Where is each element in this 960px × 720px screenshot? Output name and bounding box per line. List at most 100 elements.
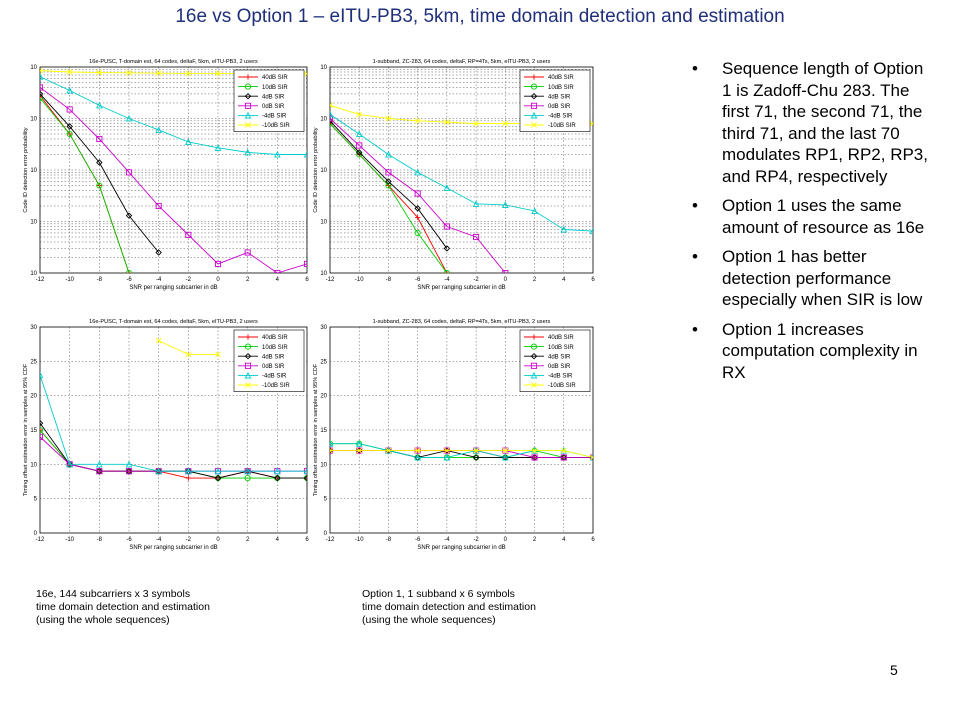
legend-entry: 4dB SIR <box>262 354 285 360</box>
marker-circle <box>244 343 252 350</box>
x-tick-label: -12 <box>326 277 335 283</box>
chart-panel: -12 -10 -8 -6 -4 -2 0 2 4 6 10 10 10 10 10 16e-PUSC, T-… <box>23 59 309 291</box>
marker-triangle <box>96 460 103 468</box>
x-tick-label: -4 <box>444 277 450 283</box>
marker-square <box>96 135 103 143</box>
marker-diamond <box>330 447 334 454</box>
marker-x <box>40 67 43 74</box>
legend-entry: 0dB SIR <box>548 364 571 370</box>
x-tick-label: 4 <box>562 277 566 283</box>
y-tick-label: 20 <box>30 394 37 400</box>
marker-plus <box>245 74 251 80</box>
marker-square <box>443 223 450 230</box>
marker-x <box>245 382 251 388</box>
marker-x <box>473 120 480 127</box>
bullet-text: Option 1 has better detection performanc… <box>722 247 923 309</box>
marker-triangle <box>66 460 73 468</box>
x-tick-label: -10 <box>355 537 364 543</box>
marker-square <box>530 362 538 369</box>
x-tick-label: 2 <box>246 277 250 283</box>
marker-x <box>502 120 509 127</box>
y-tick-label: 10 <box>320 65 327 71</box>
marker-x <box>155 70 162 77</box>
bullet-item: • Sequence length of Option 1 is Zadoff-C… <box>672 58 932 187</box>
marker-x <box>215 351 221 358</box>
bullet-dot-icon: • <box>692 59 698 78</box>
x-tick-label: -12 <box>326 537 335 543</box>
axes-frame <box>329 326 594 534</box>
marker-square <box>244 362 252 369</box>
y-tick-label: 10 <box>30 168 37 174</box>
x-tick-label: -4 <box>156 277 162 283</box>
marker-diamond <box>244 92 252 100</box>
legend-entry: 0dB SIR <box>262 104 285 110</box>
marker-plus <box>185 475 191 481</box>
y-tick-label: 15 <box>30 428 37 434</box>
series-line <box>330 120 448 249</box>
x-tick-label: -2 <box>186 277 192 283</box>
x-tick-label: -2 <box>473 537 479 543</box>
x-axis-label: SNR per ranging subcarrier in dB <box>417 545 505 551</box>
legend-box <box>519 69 591 132</box>
y-tick-label: 10 <box>320 117 327 123</box>
marker-diamond <box>472 454 480 461</box>
marker-x <box>330 102 333 109</box>
y-axis-label: Code ID detection error probability <box>23 127 29 212</box>
chart-title: 16e-PUSC, T-domain est, 64 codes, deltaF… <box>89 59 258 65</box>
marker-diamond <box>274 474 281 482</box>
marker-diamond <box>530 352 538 360</box>
x-tick-label: -4 <box>156 537 162 543</box>
marker-x <box>473 447 480 454</box>
marker-x <box>215 70 221 77</box>
series-line <box>330 118 506 273</box>
slide-title: 16e vs Option 1 – eITU-PB3, 5km, time do… <box>175 6 785 27</box>
chart-title: 1-subband, ZC-283, 64 codes, deltaF, RP=… <box>373 319 551 325</box>
x-tick-label: -6 <box>126 537 132 543</box>
caption-line: Option 1, 1 subband x 6 symbols <box>362 588 515 600</box>
marker-diamond <box>303 474 307 482</box>
legend-entry: -4dB SIR <box>262 374 287 380</box>
marker-triangle <box>385 150 392 158</box>
marker-triangle <box>530 111 538 119</box>
caption-line: time domain detection and estimation <box>362 601 536 613</box>
x-tick-label: -6 <box>415 277 421 283</box>
series-group <box>330 102 593 273</box>
marker-diamond <box>385 178 392 185</box>
x-tick-label: -6 <box>415 537 421 543</box>
marker-triangle <box>443 453 451 461</box>
marker-square <box>66 106 73 113</box>
series-line <box>40 97 130 273</box>
legend-entry: 4dB SIR <box>262 94 285 100</box>
series-line <box>330 114 593 232</box>
marker-diamond <box>355 149 363 156</box>
marker-triangle <box>244 111 252 119</box>
marker-diamond <box>244 352 252 360</box>
marker-triangle <box>66 86 73 94</box>
marker-triangle <box>472 200 480 207</box>
marker-circle <box>530 343 538 350</box>
x-tick-label: -12 <box>36 277 45 283</box>
marker-plus <box>330 120 333 127</box>
marker-triangle <box>40 73 44 80</box>
marker-triangle <box>355 440 363 447</box>
marker-circle <box>40 426 44 434</box>
chart-grid: -12 -10 -8 -6 -4 -2 0 2 4 6 10 10 10 10 10 16e-PUSC, T-… <box>22 40 622 560</box>
x-axis-label: SNR per ranging subcarrier in dB <box>129 285 217 291</box>
y-tick-label: 25 <box>30 359 37 365</box>
marker-square <box>40 433 44 440</box>
marker-square <box>502 269 509 273</box>
x-tick-label: -12 <box>36 537 45 543</box>
marker-circle <box>244 83 252 90</box>
x-tick-label: 2 <box>533 277 537 283</box>
series-line <box>40 93 160 253</box>
series-group <box>330 440 593 461</box>
bullet-item: • Option 1 increases computation complexi… <box>672 319 932 384</box>
marker-triangle <box>502 453 509 461</box>
charts-svg: -12 -10 -8 -6 -4 -2 0 2 4 6 10 10 10 10 10 16e-PUSC, T-… <box>23 59 595 551</box>
caption-line: (using the whole sequences) <box>362 614 496 626</box>
y-tick-label: 15 <box>320 428 327 434</box>
marker-circle <box>244 475 251 482</box>
marker-circle <box>125 269 133 273</box>
marker-diamond <box>155 249 162 256</box>
legend: 40dB SIR 10dB SIR 4dB SIR 0dB SIR -4dB SIR -1… <box>233 329 305 392</box>
